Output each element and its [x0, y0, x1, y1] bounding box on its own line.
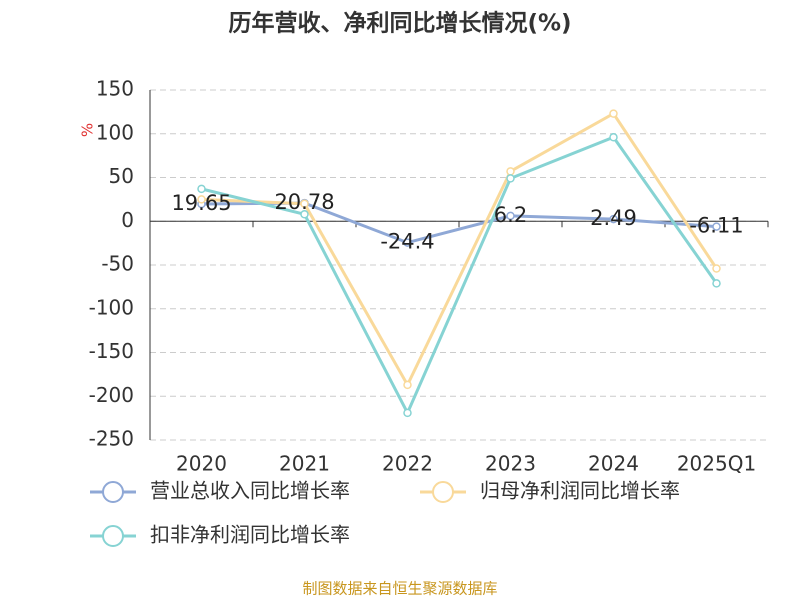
y-tick-label: 150 — [96, 77, 134, 101]
data-point — [506, 167, 515, 176]
data-point — [300, 210, 309, 219]
data-point — [197, 184, 206, 194]
x-tick-label: 2020 — [176, 452, 227, 476]
y-tick-label: 100 — [96, 120, 134, 144]
legend-label: 归母净利润同比增长率 — [480, 479, 680, 503]
data-point — [609, 133, 618, 142]
legend-marker — [102, 525, 124, 547]
y-axis-label: % — [79, 123, 97, 137]
y-tick-label: 50 — [109, 164, 134, 188]
data-point — [403, 238, 412, 247]
source-note: 制图数据来自恒生聚源数据库 — [302, 580, 497, 598]
x-tick-label: 2024 — [588, 452, 639, 476]
data-label: -24.4 — [380, 230, 434, 254]
y-tick-label: -50 — [101, 252, 134, 276]
data-point — [403, 408, 412, 418]
y-tick-label: -150 — [89, 339, 134, 363]
y-tick-label: -250 — [89, 427, 134, 451]
y-tick-label: -100 — [89, 295, 134, 319]
x-tick-label: 2023 — [485, 452, 536, 476]
data-point — [609, 109, 618, 118]
data-point — [712, 264, 721, 273]
x-tick-label: 2022 — [382, 452, 433, 476]
data-point — [506, 211, 515, 221]
x-tick-label: 2021 — [279, 452, 330, 476]
y-tick-label: -200 — [89, 383, 134, 407]
data-point — [712, 279, 721, 288]
data-label: -6.11 — [689, 214, 743, 238]
data-label: 19.65 — [171, 191, 231, 215]
data-label: 20.78 — [274, 190, 334, 214]
data-point — [300, 199, 309, 208]
chart-title: 历年营收、净利同比增长情况(%) — [228, 10, 571, 37]
x-tick-label: 2025Q1 — [677, 452, 756, 476]
legend-label: 扣非净利润同比增长率 — [150, 523, 350, 547]
line-series — [201, 135, 718, 417]
data-label: 6.2 — [494, 203, 527, 227]
legend-marker — [432, 481, 454, 503]
y-tick-label: 0 — [121, 208, 134, 232]
data-point — [506, 174, 515, 183]
data-label: 2.49 — [590, 206, 637, 230]
legend-marker — [102, 481, 124, 503]
data-point — [609, 214, 618, 224]
data-point — [403, 380, 412, 390]
data-point — [712, 222, 721, 231]
data-point — [197, 195, 206, 204]
line-series — [201, 111, 718, 389]
legend-label: 营业总收入同比增长率 — [150, 479, 350, 503]
